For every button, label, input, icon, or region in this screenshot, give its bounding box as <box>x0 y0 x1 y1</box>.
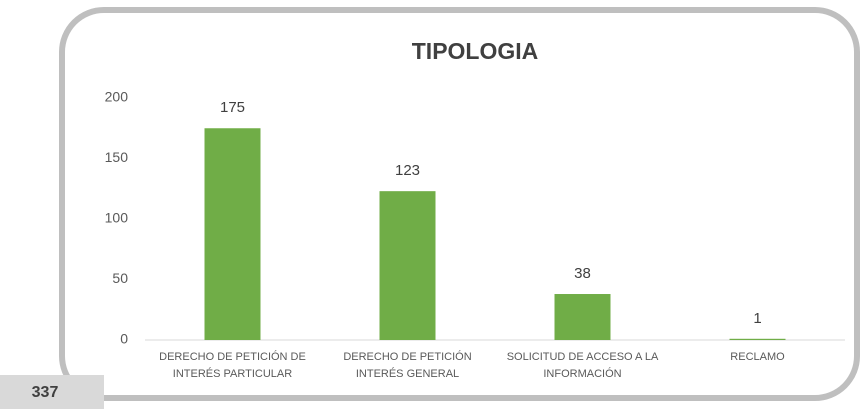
x-tick-label: SOLICITUD DE ACCESO A LA <box>507 351 659 363</box>
x-tick-label: INTERÉS GENERAL <box>356 367 459 380</box>
bar <box>729 338 786 340</box>
total-label: 337 <box>32 384 59 401</box>
x-tick-label: DERECHO DE PETICIÓN <box>343 350 471 363</box>
bar <box>204 128 261 340</box>
chart-title: TIPOLOGIA <box>412 38 539 64</box>
data-label: 1 <box>753 310 761 327</box>
x-tick-label: INTERÉS PARTICULAR <box>173 367 292 380</box>
total-badge <box>0 375 104 409</box>
y-tick-label: 0 <box>120 331 128 347</box>
x-tick-label: INFORMACIÓN <box>543 367 621 380</box>
data-label: 123 <box>395 162 420 179</box>
frame <box>59 7 860 401</box>
bar <box>554 294 611 340</box>
data-label: 175 <box>220 99 245 116</box>
y-tick-label: 100 <box>105 210 129 226</box>
x-tick-label: DERECHO DE PETICIÓN DE <box>159 350 306 363</box>
y-tick-label: 200 <box>105 89 129 105</box>
y-tick-label: 150 <box>105 149 129 165</box>
y-tick-label: 50 <box>112 270 128 286</box>
x-tick-label: RECLAMO <box>730 351 785 363</box>
bar <box>379 191 436 340</box>
data-label: 38 <box>574 265 591 282</box>
